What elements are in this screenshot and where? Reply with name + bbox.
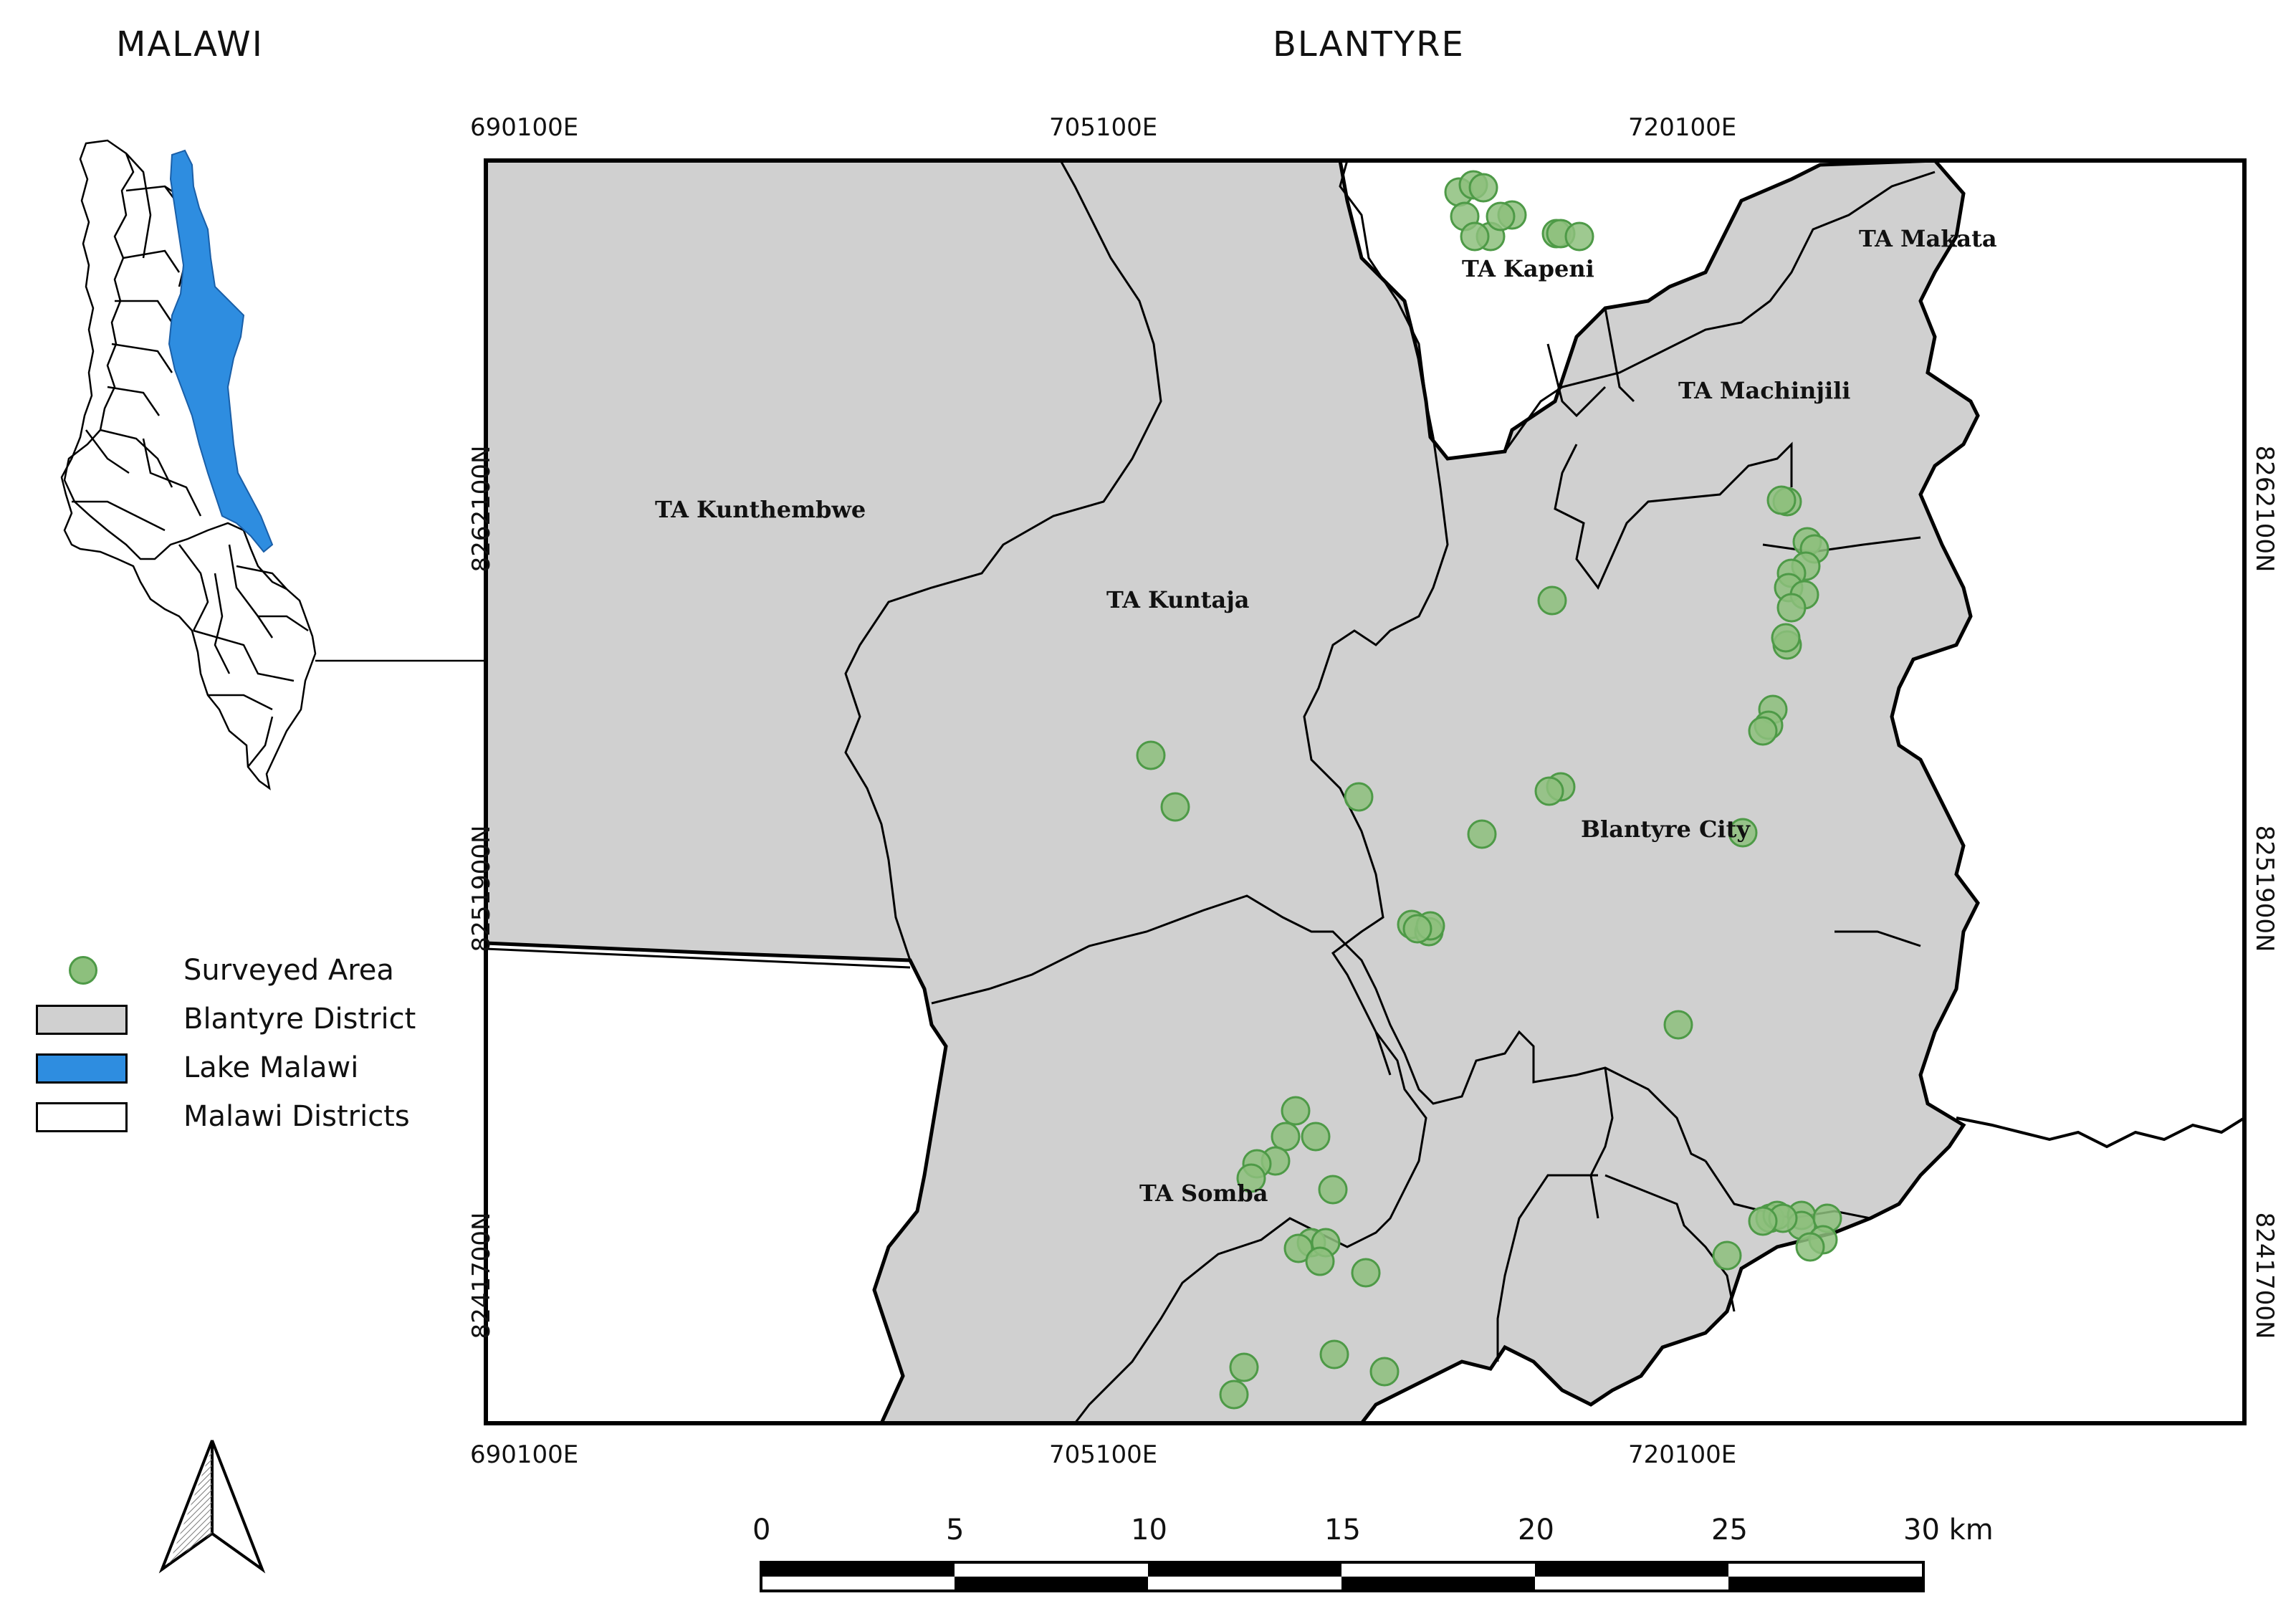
- survey-point: [1748, 716, 1778, 746]
- x-label-bottom-1: 690100E: [470, 1440, 579, 1469]
- scale-tick-10: 10: [1131, 1514, 1167, 1547]
- survey-point: [1402, 914, 1432, 944]
- survey-point: [1301, 1122, 1331, 1152]
- survey-point: [1486, 201, 1516, 231]
- malawi-outline: [60, 139, 317, 790]
- survey-point: [1281, 1096, 1311, 1126]
- x-label-top-1: 690100E: [470, 113, 579, 142]
- main-map-frame: [484, 158, 2247, 1425]
- area-label-kuntaja: TA Kuntaja: [1106, 586, 1250, 613]
- main-map-title: BLANTYRE: [1273, 24, 1465, 64]
- survey-point: [1460, 221, 1490, 252]
- survey-point: [1136, 740, 1166, 770]
- area-label-kunthembwe: TA Kunthembwe: [655, 496, 866, 523]
- y-label-left-3: 8241700N: [467, 1212, 496, 1339]
- grey-swatch-icon: [36, 1005, 128, 1035]
- y-label-right-1: 8262100N: [2250, 445, 2279, 573]
- survey-point: [1236, 1163, 1266, 1193]
- legend-label: Surveyed Area: [183, 954, 394, 987]
- survey-point: [1728, 818, 1758, 848]
- survey-point: [1766, 485, 1797, 515]
- legend-item-surveyed: Surveyed Area: [36, 946, 416, 995]
- survey-point: [1229, 1352, 1259, 1382]
- y-label-right-3: 8241700N: [2250, 1212, 2279, 1339]
- survey-point: [1776, 593, 1807, 623]
- survey-point: [1748, 1206, 1778, 1236]
- north-arrow-icon: [158, 1440, 266, 1574]
- survey-point: [1318, 1175, 1348, 1205]
- legend-item-districts: Malawi Districts: [36, 1092, 416, 1141]
- scale-tick-0: 0: [752, 1514, 771, 1547]
- inset-title: MALAWI: [116, 24, 264, 64]
- legend-item-lake: Lake Malawi: [36, 1043, 416, 1092]
- survey-point: [1467, 819, 1497, 849]
- legend: Surveyed Area Blantyre District Lake Mal…: [36, 946, 416, 1141]
- x-label-top-2: 705100E: [1049, 113, 1158, 142]
- survey-point: [1344, 782, 1374, 812]
- survey-point: [1663, 1010, 1693, 1040]
- area-label-machinjili: TA Machinjili: [1678, 377, 1851, 404]
- survey-point: [1219, 1380, 1249, 1410]
- survey-point: [1271, 1122, 1301, 1152]
- survey-point: [1534, 776, 1564, 806]
- survey-point: [1305, 1246, 1335, 1276]
- x-label-top-3: 720100E: [1628, 113, 1737, 142]
- y-label-left-1: 8262100N: [467, 445, 496, 573]
- scale-bar: [760, 1561, 1925, 1592]
- legend-label: Malawi Districts: [183, 1100, 410, 1133]
- survey-point: [1564, 221, 1594, 252]
- survey-point: [1319, 1339, 1349, 1369]
- legend-item-district: Blantyre District: [36, 995, 416, 1043]
- survey-point: [1160, 792, 1190, 822]
- survey-point: [1468, 173, 1498, 203]
- survey-points-layer: [1136, 170, 1842, 1410]
- survey-point: [1369, 1357, 1400, 1387]
- survey-point: [1771, 623, 1801, 653]
- x-label-bottom-3: 720100E: [1628, 1440, 1737, 1469]
- blantyre-district-area: [486, 161, 1980, 1423]
- white-swatch-icon: [36, 1102, 128, 1132]
- y-label-right-2: 8251900N: [2250, 825, 2279, 952]
- y-label-left-2: 8251900N: [467, 825, 496, 952]
- area-label-kapeni: TA Kapeni: [1462, 255, 1594, 282]
- scale-tick-30: 30 km: [1903, 1514, 1994, 1547]
- scale-tick-25: 25: [1711, 1514, 1748, 1547]
- scale-tick-15: 15: [1324, 1514, 1361, 1547]
- main-map: [486, 161, 2244, 1423]
- survey-point: [1795, 1232, 1825, 1262]
- survey-point: [1351, 1258, 1381, 1288]
- survey-point-icon: [69, 956, 97, 985]
- area-label-somba: TA Somba: [1139, 1180, 1268, 1207]
- area-label-blantyre-city: Blantyre City: [1581, 816, 1750, 843]
- inset-lake-malawi: [168, 149, 274, 553]
- legend-label: Lake Malawi: [183, 1051, 359, 1084]
- legend-label: Blantyre District: [183, 1003, 416, 1036]
- area-label-makata: TA Makata: [1859, 225, 1997, 252]
- scale-tick-20: 20: [1518, 1514, 1554, 1547]
- survey-point: [1283, 1233, 1314, 1263]
- x-label-bottom-2: 705100E: [1049, 1440, 1158, 1469]
- scale-tick-5: 5: [946, 1514, 965, 1547]
- blue-swatch-icon: [36, 1053, 128, 1084]
- survey-point: [1712, 1240, 1742, 1271]
- survey-point: [1537, 585, 1567, 616]
